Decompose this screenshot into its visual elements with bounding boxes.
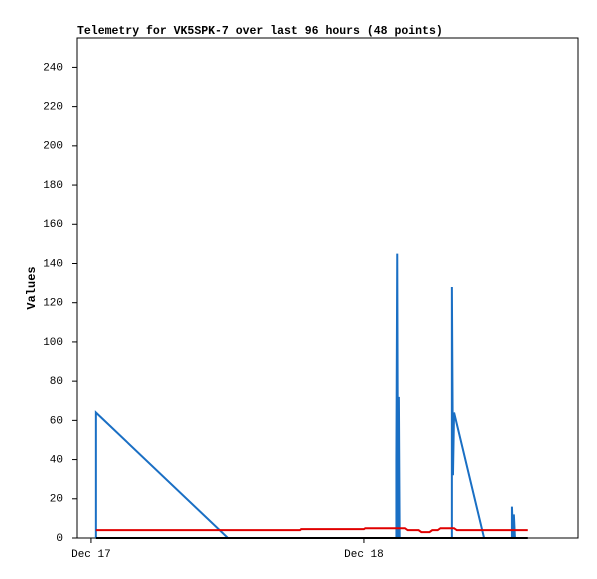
y-tick-label: 220 bbox=[43, 102, 63, 114]
y-tick-label: 100 bbox=[43, 337, 63, 349]
plot-frame bbox=[76, 37, 579, 539]
x-tick-label: Dec 17 bbox=[71, 549, 111, 561]
y-tick-label: 140 bbox=[43, 258, 63, 270]
y-tick-label: 0 bbox=[56, 533, 63, 545]
x-tick-label: Dec 18 bbox=[344, 549, 384, 561]
y-tick-label: 180 bbox=[43, 180, 63, 192]
series-line bbox=[95, 527, 528, 534]
chart-title: Telemetry for VK5SPK-7 over last 96 hour… bbox=[77, 25, 443, 38]
series-line bbox=[94, 253, 516, 539]
y-tick-label: 20 bbox=[50, 494, 63, 506]
y-tick-label: 160 bbox=[43, 219, 63, 231]
y-tick-label: 80 bbox=[50, 376, 63, 388]
y-axis-label: Values bbox=[25, 266, 39, 309]
y-tick-label: 240 bbox=[43, 62, 63, 74]
y-tick-label: 120 bbox=[43, 298, 63, 310]
y-tick-label: 200 bbox=[43, 141, 63, 153]
y-tick-label: 40 bbox=[50, 454, 63, 466]
y-tick-label: 60 bbox=[50, 415, 63, 427]
